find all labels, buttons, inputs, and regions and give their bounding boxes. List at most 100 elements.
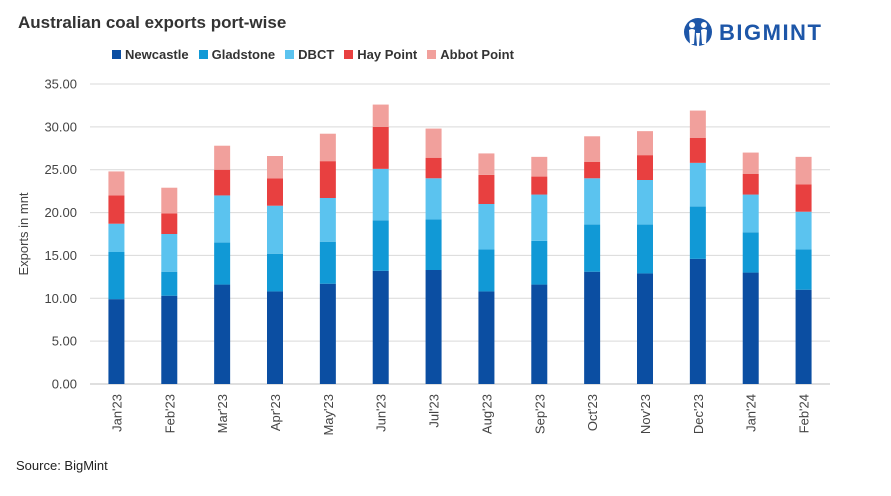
bar-segment-gladstone: [425, 219, 442, 270]
bar-segment-abbot-point: [531, 156, 548, 177]
bar-segment-newcastle: [214, 284, 231, 384]
bar-segment-gladstone: [108, 252, 125, 300]
y-tick-label: 35.00: [44, 77, 77, 92]
x-tick-label: Feb'24: [797, 394, 812, 433]
bar-stack-Aug'23: [478, 153, 495, 384]
y-axis-ticks: 0.00 5.00 10.00 15.00 20.00 25.00 30.00 35.00: [44, 77, 77, 392]
bar-segment-abbot-point: [372, 104, 389, 127]
bar-segment-dbct: [584, 178, 601, 225]
bar-segment-gladstone: [478, 249, 495, 292]
x-tick-label: Jan'24: [744, 394, 759, 432]
y-tick-label: 20.00: [44, 205, 77, 220]
bar-segment-hay-point: [795, 184, 812, 212]
bigmint-logo-icon: [684, 18, 712, 46]
bar-segment-hay-point: [742, 174, 759, 195]
bar-segment-dbct: [531, 194, 548, 241]
bar-segment-newcastle: [689, 258, 706, 384]
legend-label: Newcastle: [125, 47, 189, 62]
bar-segment-hay-point: [214, 169, 231, 196]
bar-stack-Jan'24: [742, 152, 759, 384]
x-tick-label: Sep'23: [532, 394, 547, 434]
x-tick-label: May'23: [321, 394, 336, 436]
bar-segment-dbct: [161, 234, 178, 272]
bar-segment-newcastle: [425, 270, 442, 384]
bar-stack-Jun'23: [372, 104, 389, 384]
bar-segment-newcastle: [795, 289, 812, 384]
x-tick-label: Oct'23: [585, 394, 600, 431]
x-tick-label: Nov'23: [638, 394, 653, 434]
grid-lines: [90, 83, 830, 385]
x-tick-label: Jun'23: [374, 394, 389, 432]
bar-segment-gladstone: [742, 232, 759, 273]
bar-segment-abbot-point: [795, 156, 812, 185]
bar-segment-gladstone: [795, 249, 812, 290]
legend-item-newcastle: Newcastle: [112, 47, 189, 62]
bar-segment-dbct: [425, 178, 442, 220]
bar-segment-hay-point: [584, 162, 601, 179]
legend-item-gladstone: Gladstone: [198, 47, 276, 62]
bar-segment-newcastle: [161, 295, 178, 384]
bar-segment-dbct: [319, 198, 336, 242]
legend-item-hay-point: Hay Point: [344, 47, 417, 62]
legend-label: Hay Point: [357, 47, 418, 62]
bar-stack-Apr'23: [267, 156, 283, 384]
bar-stack-Feb'24: [795, 156, 812, 384]
y-tick-label: 25.00: [44, 162, 77, 177]
bar-segment-dbct: [795, 211, 812, 250]
bar-segment-dbct: [108, 223, 125, 252]
y-tick-label: 10.00: [44, 291, 77, 306]
bar-stack-Mar'23: [214, 145, 231, 384]
bar-stack-Nov'23: [637, 131, 653, 384]
chart-legend: Newcastle Gladstone DBCT Hay Point Abbot Poi…: [112, 47, 524, 62]
bar-stack-Jan'23: [108, 171, 125, 384]
bar-segment-dbct: [214, 195, 231, 243]
bar-segment-abbot-point: [214, 145, 231, 170]
bar-segment-gladstone: [161, 271, 178, 296]
bar-segment-newcastle: [108, 299, 125, 384]
bar-segment-gladstone: [689, 206, 706, 259]
x-tick-label: Dec'23: [691, 394, 706, 434]
x-axis-ticks: Jan'23 Feb'23 Mar'23 Apr'23 May'23 Jun'23 Jul'…: [109, 394, 811, 436]
bar-segment-gladstone: [372, 220, 389, 271]
bar-segment-gladstone: [531, 240, 548, 285]
bar-segment-dbct: [478, 204, 495, 250]
bar-segment-abbot-point: [319, 133, 336, 162]
bar-segment-dbct: [742, 194, 759, 233]
bar-segment-abbot-point: [267, 156, 283, 179]
x-tick-label: Feb'23: [162, 394, 177, 433]
bar-segment-hay-point: [267, 178, 283, 206]
bar-segment-dbct: [637, 180, 653, 225]
bar-segment-newcastle: [637, 273, 653, 384]
bar-segment-hay-point: [637, 155, 653, 180]
bar-segment-newcastle: [319, 283, 336, 384]
bar-stack-Dec'23: [689, 110, 706, 384]
x-tick-label: Aug'23: [479, 394, 494, 434]
bar-segment-newcastle: [478, 291, 495, 384]
legend-label: DBCT: [298, 47, 335, 62]
bar-segment-abbot-point: [689, 110, 706, 138]
bar-segment-abbot-point: [584, 136, 601, 162]
bar-stack-Sep'23: [531, 156, 548, 384]
bar-segment-newcastle: [372, 270, 389, 384]
source-note: Source: BigMint: [16, 458, 108, 473]
bar-segment-newcastle: [584, 271, 601, 384]
bar-segment-abbot-point: [478, 153, 495, 175]
bigmint-logo-text: BIGMINT: [719, 20, 823, 45]
y-axis-title: Exports in mnt: [16, 192, 31, 275]
legend-swatch: [198, 50, 208, 59]
bar-segment-abbot-point: [742, 152, 759, 174]
bar-stack-May'23: [319, 133, 336, 384]
bar-segment-abbot-point: [425, 128, 442, 158]
bar-segment-hay-point: [319, 161, 336, 198]
legend-swatch: [427, 50, 437, 59]
bar-segment-abbot-point: [161, 187, 178, 214]
chart-title: Australian coal exports port-wise: [18, 13, 287, 32]
bar-segment-gladstone: [267, 253, 283, 292]
legend-swatch: [285, 50, 295, 59]
legend-label: Gladstone: [211, 47, 276, 62]
bar-segment-newcastle: [742, 272, 759, 384]
bar-segment-hay-point: [108, 195, 125, 224]
bigmint-logo: BIGMINT: [683, 16, 822, 50]
bar-segment-hay-point: [531, 176, 548, 195]
